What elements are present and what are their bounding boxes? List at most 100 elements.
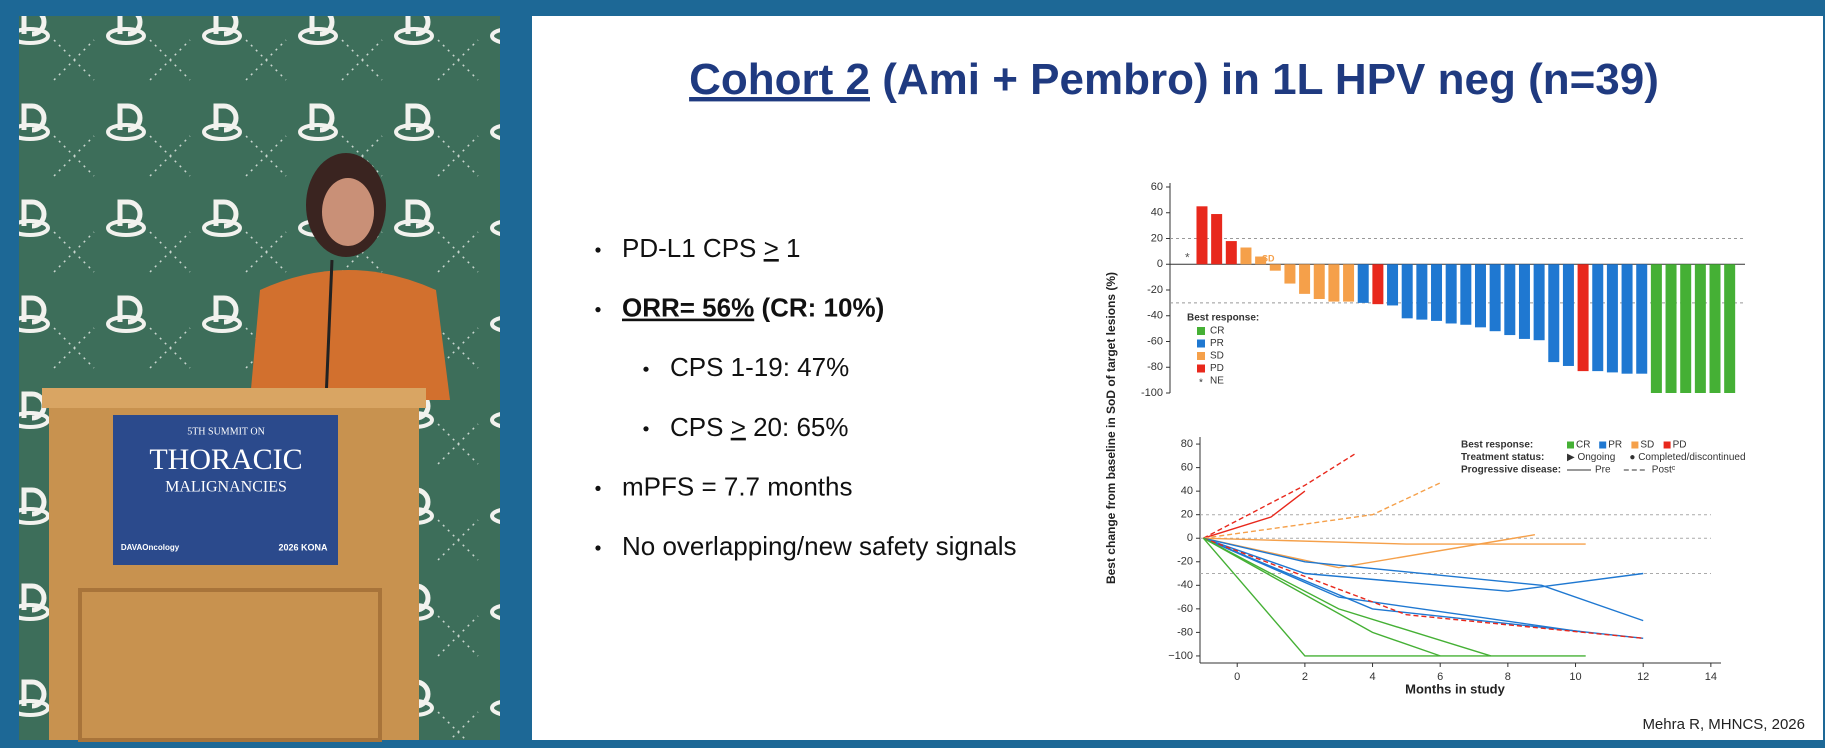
- bullet-segment: >: [731, 412, 746, 442]
- legend-swatch: [1197, 352, 1205, 360]
- legend-swatch: [1631, 441, 1639, 449]
- bullet-segment: 20: 65%: [746, 412, 849, 442]
- y-tick-label: -40: [1177, 579, 1193, 591]
- bar: [1621, 264, 1633, 374]
- x-tick-label: 8: [1505, 671, 1511, 683]
- bar: [1460, 264, 1472, 325]
- bar: [1445, 264, 1457, 324]
- legend-label: Pre: [1595, 465, 1611, 476]
- bullet-segment: PD-L1 CPS: [622, 233, 764, 263]
- spider-line: [1203, 537, 1492, 657]
- y-tick-label: -80: [1177, 626, 1193, 638]
- legend-label: CR: [1210, 326, 1224, 337]
- y-tick-label: 20: [1151, 232, 1163, 244]
- x-tick-label: 2: [1302, 671, 1308, 683]
- bar: [1709, 264, 1721, 393]
- x-tick-label: 0: [1234, 671, 1240, 683]
- legend-label: SD: [1210, 351, 1224, 362]
- video-panel: 5TH SUMMIT ON THORACIC MALIGNANCIES DAVA…: [19, 16, 500, 742]
- title-underlined: Cohort 2: [689, 55, 870, 104]
- bar: [1269, 264, 1281, 271]
- bullet-text: CPS 1-19: 47%: [670, 352, 849, 382]
- legend-marker: *: [1199, 378, 1203, 389]
- legend-title: Best response:: [1187, 313, 1259, 324]
- bullet-dot: [595, 545, 601, 551]
- spider-line: [1203, 537, 1644, 639]
- y-tick-label: -20: [1177, 556, 1193, 568]
- y-tick-label: 0: [1187, 532, 1193, 544]
- bar: [1577, 264, 1589, 372]
- bar: [1240, 247, 1252, 265]
- spider-line: [1203, 537, 1586, 634]
- bullet-segment: 1: [779, 233, 801, 263]
- y-tick-label: 40: [1181, 485, 1193, 497]
- bullet-segment: (CR: 10%): [754, 292, 884, 322]
- bar: [1724, 264, 1736, 393]
- footnote: Mehra R, MHNCS, 2026: [1642, 716, 1805, 733]
- y-tick-label: -80: [1147, 361, 1163, 373]
- bar: [1592, 264, 1604, 372]
- bar: [1284, 264, 1296, 284]
- legend-label: CR: [1576, 440, 1590, 451]
- bar: [1606, 264, 1618, 373]
- bullets: PD-L1 CPS > 1 ORR= 56% (CR: 10%) CPS 1-19:…: [595, 233, 1017, 561]
- bar: [1518, 264, 1530, 339]
- legend-title: Progressive disease:: [1461, 465, 1561, 476]
- bar: [1416, 264, 1428, 320]
- x-tick-label: 10: [1569, 671, 1581, 683]
- bullet-dot: [643, 426, 649, 432]
- bar: [1299, 264, 1311, 294]
- x-tick-label: 4: [1369, 671, 1375, 683]
- x-axis-label: Months in study: [1405, 681, 1505, 696]
- bar: [1313, 264, 1325, 300]
- sign-brand: DAVAOncology: [121, 543, 180, 552]
- spider-line: [1203, 482, 1441, 539]
- bar: [1387, 264, 1399, 306]
- bar: [1694, 264, 1706, 393]
- legend-label: PD: [1210, 363, 1224, 374]
- y-tick-label: −100: [1168, 650, 1193, 662]
- x-tick-label: 6: [1437, 671, 1443, 683]
- bar: [1211, 214, 1223, 265]
- bullet-dot: [595, 307, 601, 313]
- spider-line: [1203, 537, 1586, 545]
- y-tick-label: -60: [1147, 335, 1163, 347]
- bullet-text: No overlapping/new safety signals: [622, 531, 1017, 561]
- x-tick-label: 14: [1705, 671, 1717, 683]
- legend-title: Treatment status:: [1461, 452, 1544, 463]
- title-rest: (Ami + Pembro) in 1L HPV neg (n=39): [870, 55, 1659, 104]
- y-tick-label: 40: [1151, 207, 1163, 219]
- legend-label: ▶ Ongoing: [1567, 452, 1615, 463]
- bullet-text: PD-L1 CPS > 1: [622, 233, 800, 263]
- bullet-segment: CPS 1-19: 47%: [670, 352, 849, 382]
- legend-label: NE: [1210, 376, 1224, 387]
- sign: [113, 415, 338, 565]
- sign-event: 2026 KONA: [278, 542, 328, 552]
- sign-line: 5TH SUMMIT ON: [187, 426, 265, 437]
- podium-panel: [78, 588, 382, 742]
- ne-marker: *: [1185, 250, 1190, 264]
- sd-annotation: SD: [1262, 253, 1275, 263]
- bar: [1401, 264, 1413, 319]
- x-tick-label: 12: [1637, 671, 1649, 683]
- legend-label: PR: [1608, 440, 1622, 451]
- podium-top: [42, 388, 426, 408]
- bullet-dot: [643, 366, 649, 372]
- y-tick-label: 20: [1181, 509, 1193, 521]
- spider-line: [1203, 537, 1644, 592]
- face: [322, 178, 374, 246]
- bar: [1680, 264, 1692, 393]
- bullet-segment: ORR= 56%: [622, 292, 754, 322]
- bullet-text: mPFS = 7.7 months: [622, 471, 852, 501]
- bar: [1372, 264, 1384, 305]
- legend-label: PR: [1210, 338, 1224, 349]
- bar: [1225, 241, 1237, 265]
- bar: [1489, 264, 1501, 332]
- bar: [1533, 264, 1545, 341]
- legend-label: ● Completed/discontinued: [1629, 452, 1745, 463]
- legend-title: Best response:: [1461, 440, 1533, 451]
- sign-line: THORACIC: [149, 443, 302, 476]
